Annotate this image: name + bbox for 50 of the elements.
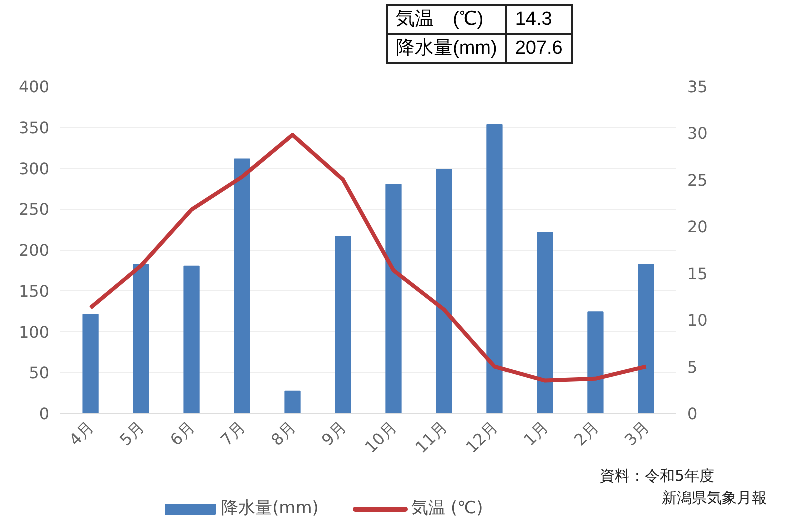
y-tick-label: 300 <box>18 159 50 178</box>
y-tick-label: 0 <box>39 404 50 424</box>
x-tick-label: 5月 <box>116 418 148 450</box>
y2-tick-label: 10 <box>688 311 708 330</box>
bar <box>486 124 503 414</box>
y-tick-label: 350 <box>18 118 50 138</box>
y-tick-label: 50 <box>29 364 50 383</box>
text: 14.3 <box>506 5 572 34</box>
bar <box>133 264 150 414</box>
x-tick-label: 3月 <box>620 418 653 450</box>
x-tick-label: 7月 <box>217 418 249 450</box>
y2-tick-label: 30 <box>688 124 708 144</box>
x-tick-label: 8月 <box>268 418 300 450</box>
y-tick-label: 400 <box>18 78 50 96</box>
y-tick-label: 150 <box>18 282 50 301</box>
y-tick-label: 200 <box>18 241 50 260</box>
bar <box>386 184 402 414</box>
text: 気温 (℃) <box>387 5 506 34</box>
text: 207.6 <box>506 34 572 64</box>
bar <box>184 266 200 414</box>
x-tick-label: 1月 <box>520 418 552 450</box>
x-tick-label: 4月 <box>66 418 98 450</box>
y2-tick-label: 15 <box>688 264 708 284</box>
bar <box>588 312 604 414</box>
y2-tick-label: 0 <box>688 404 698 424</box>
legend-label: 降水量(mm) <box>222 498 319 518</box>
bar <box>234 158 250 414</box>
bar <box>82 314 99 414</box>
text: 資料：令和5年度 <box>600 466 716 487</box>
y2-tick-label: 35 <box>688 78 708 96</box>
legend-label: 気温 (℃) <box>412 498 484 518</box>
bar <box>537 232 554 414</box>
bar <box>284 390 301 414</box>
y-tick-label: 250 <box>18 200 50 220</box>
text: 降水量(mm) <box>387 34 506 64</box>
y2-tick-label: 20 <box>688 218 708 237</box>
x-tick-label: 6月 <box>166 418 198 450</box>
line-series <box>88 133 648 383</box>
x-tick-label: 9月 <box>318 418 350 450</box>
x-tick-label: 11月 <box>412 418 451 457</box>
bar <box>436 169 452 414</box>
y2-tick-label: 25 <box>688 170 708 190</box>
y2-tick-label: 5 <box>688 358 698 377</box>
text: 新潟県気象月報 <box>661 488 767 509</box>
bar <box>335 236 352 414</box>
x-tick-label: 12月 <box>462 418 502 457</box>
bar <box>638 264 654 414</box>
x-tick-label: 2月 <box>570 418 602 450</box>
x-tick-label: 10月 <box>361 418 400 457</box>
y-tick-label: 100 <box>18 322 50 342</box>
